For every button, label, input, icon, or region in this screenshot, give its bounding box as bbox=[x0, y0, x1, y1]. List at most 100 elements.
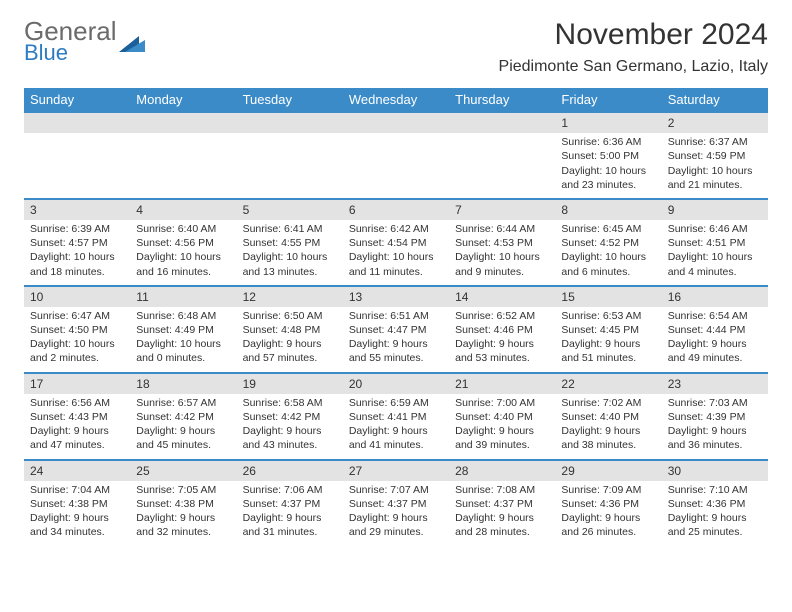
day-number-cell: 17 bbox=[24, 373, 130, 394]
sunset-line: Sunset: 4:45 PM bbox=[561, 324, 639, 336]
daylight-line: Daylight: 9 hours and 47 minutes. bbox=[30, 425, 109, 451]
day-number-cell: 2 bbox=[662, 112, 768, 133]
day-content-cell: Sunrise: 6:44 AMSunset: 4:53 PMDaylight:… bbox=[449, 220, 555, 286]
sunset-line: Sunset: 4:53 PM bbox=[455, 237, 533, 249]
sunrise-line: Sunrise: 6:37 AM bbox=[668, 136, 748, 148]
col-tuesday: Tuesday bbox=[237, 88, 343, 112]
daylight-line: Daylight: 9 hours and 43 minutes. bbox=[243, 425, 322, 451]
day-content-cell: Sunrise: 6:56 AMSunset: 4:43 PMDaylight:… bbox=[24, 394, 130, 460]
sunset-line: Sunset: 4:43 PM bbox=[30, 411, 108, 423]
day-content-cell: Sunrise: 7:10 AMSunset: 4:36 PMDaylight:… bbox=[662, 481, 768, 546]
sunset-line: Sunset: 4:37 PM bbox=[243, 498, 321, 510]
day-content-cell: Sunrise: 7:06 AM Sunset: 4:37 PM Daylight:… bbox=[237, 481, 343, 546]
day-content-cell: Sunrise: 6:46 AMSunset: 4:51 PMDaylight:… bbox=[662, 220, 768, 286]
day-content-cell: Sunrise: 6:39 AMSunset: 4:57 PMDaylight:… bbox=[24, 220, 130, 286]
day-number-cell: 9 bbox=[662, 199, 768, 220]
sunrise-line: Sunrise: 7:08 AM bbox=[455, 484, 535, 496]
sunrise-line: Sunrise: 6:39 AM bbox=[30, 223, 110, 235]
logo-triangle-icon bbox=[119, 34, 147, 56]
col-saturday: Saturday bbox=[662, 88, 768, 112]
sunset-line: Sunset: 4:54 PM bbox=[349, 237, 427, 249]
sunrise-line: Sunrise: 7:06 AM bbox=[243, 484, 323, 496]
sunrise-line: Sunrise: 6:45 AM bbox=[561, 223, 641, 235]
sunrise-line: Sunrise: 6:53 AM bbox=[561, 310, 641, 322]
day-number-cell: 13 bbox=[343, 286, 449, 307]
content-row: Sunrise: 6:47 AM Sunset: 4:50 PM Daylight:… bbox=[24, 307, 768, 373]
sunrise-line: Sunrise: 6:40 AM bbox=[136, 223, 216, 235]
sunrise-line: Sunrise: 6:50 AM bbox=[243, 310, 323, 322]
daylight-line: Daylight: 9 hours and 53 minutes. bbox=[455, 338, 534, 364]
day-content-cell: Sunrise: 6:45 AMSunset: 4:52 PMDaylight:… bbox=[555, 220, 661, 286]
daylight-line: Daylight: 9 hours and 41 minutes. bbox=[349, 425, 428, 451]
daylight-line: Daylight: 10 hours and 13 minutes. bbox=[243, 251, 328, 277]
day-content-cell: Sunrise: 7:09 AMSunset: 4:36 PMDaylight:… bbox=[555, 481, 661, 546]
sunset-line: Sunset: 4:44 PM bbox=[668, 324, 746, 336]
day-content-cell: Sunrise: 6:57 AMSunset: 4:42 PMDaylight:… bbox=[130, 394, 236, 460]
daylight-line: Daylight: 9 hours and 55 minutes. bbox=[349, 338, 428, 364]
day-content-cell: Sunrise: 6:47 AM Sunset: 4:50 PM Daylight:… bbox=[24, 307, 130, 373]
daynum-row: 17181920212223 bbox=[24, 373, 768, 394]
day-content-cell: Sunrise: 6:40 AMSunset: 4:56 PMDaylight:… bbox=[130, 220, 236, 286]
day-number-cell: 21 bbox=[449, 373, 555, 394]
sunset-line: Sunset: 4:40 PM bbox=[455, 411, 533, 423]
day-content-cell: Sunrise: 6:54 AMSunset: 4:44 PMDaylight:… bbox=[662, 307, 768, 373]
sunrise-line: Sunrise: 6:42 AM bbox=[349, 223, 429, 235]
sunset-line: Sunset: 4:49 PM bbox=[136, 324, 214, 336]
day-number-cell: 26 bbox=[237, 460, 343, 481]
col-sunday: Sunday bbox=[24, 88, 130, 112]
day-number-cell: 1 bbox=[555, 112, 661, 133]
daylight-line: Daylight: 10 hours and 6 minutes. bbox=[561, 251, 646, 277]
day-content-cell: Sunrise: 7:08 AMSunset: 4:37 PMDaylight:… bbox=[449, 481, 555, 546]
calendar-table: Sunday Monday Tuesday Wednesday Thursday… bbox=[24, 88, 768, 545]
logo: General Blue bbox=[24, 18, 147, 64]
daylight-line: Daylight: 10 hours and 2 minutes. bbox=[30, 338, 115, 364]
day-number-cell bbox=[449, 112, 555, 133]
day-number-cell bbox=[130, 112, 236, 133]
day-content-cell bbox=[130, 133, 236, 199]
col-thursday: Thursday bbox=[449, 88, 555, 112]
day-number-cell: 15 bbox=[555, 286, 661, 307]
sunrise-line: Sunrise: 7:00 AM bbox=[455, 397, 535, 409]
daylight-line: Daylight: 9 hours and 29 minutes. bbox=[349, 512, 428, 538]
sunset-line: Sunset: 4:56 PM bbox=[136, 237, 214, 249]
daylight-line: Daylight: 9 hours and 31 minutes. bbox=[243, 512, 322, 538]
day-content-cell: Sunrise: 7:05 AM Sunset: 4:38 PM Daylight:… bbox=[130, 481, 236, 546]
sunrise-line: Sunrise: 6:58 AM bbox=[243, 397, 323, 409]
sunrise-line: Sunrise: 6:51 AM bbox=[349, 310, 429, 322]
day-number-cell: 18 bbox=[130, 373, 236, 394]
sunrise-line: Sunrise: 7:02 AM bbox=[561, 397, 641, 409]
day-content-cell: Sunrise: 6:51 AMSunset: 4:47 PMDaylight:… bbox=[343, 307, 449, 373]
content-row: Sunrise: 6:56 AMSunset: 4:43 PMDaylight:… bbox=[24, 394, 768, 460]
sunrise-line: Sunrise: 6:48 AM bbox=[136, 310, 216, 322]
daylight-line: Daylight: 10 hours and 18 minutes. bbox=[30, 251, 115, 277]
day-number-cell: 12 bbox=[237, 286, 343, 307]
sunset-line: Sunset: 4:37 PM bbox=[349, 498, 427, 510]
sunset-line: Sunset: 4:51 PM bbox=[668, 237, 746, 249]
day-number-cell: 20 bbox=[343, 373, 449, 394]
col-wednesday: Wednesday bbox=[343, 88, 449, 112]
day-number-cell: 30 bbox=[662, 460, 768, 481]
day-number-cell: 29 bbox=[555, 460, 661, 481]
day-number-cell: 28 bbox=[449, 460, 555, 481]
sunrise-line: Sunrise: 6:59 AM bbox=[349, 397, 429, 409]
sunset-line: Sunset: 4:42 PM bbox=[243, 411, 321, 423]
day-content-cell: Sunrise: 6:53 AMSunset: 4:45 PMDaylight:… bbox=[555, 307, 661, 373]
sunset-line: Sunset: 4:36 PM bbox=[668, 498, 746, 510]
daynum-row: 12 bbox=[24, 112, 768, 133]
sunrise-line: Sunrise: 7:05 AM bbox=[136, 484, 216, 496]
day-content-cell: Sunrise: 7:00 AMSunset: 4:40 PMDaylight:… bbox=[449, 394, 555, 460]
sunset-line: Sunset: 4:41 PM bbox=[349, 411, 427, 423]
day-number-cell: 7 bbox=[449, 199, 555, 220]
daylight-line: Daylight: 9 hours and 28 minutes. bbox=[455, 512, 534, 538]
sunset-line: Sunset: 4:50 PM bbox=[30, 324, 108, 336]
sunset-line: Sunset: 4:38 PM bbox=[136, 498, 214, 510]
daynum-row: 3456789 bbox=[24, 199, 768, 220]
daylight-line: Daylight: 9 hours and 34 minutes. bbox=[30, 512, 109, 538]
sunset-line: Sunset: 4:38 PM bbox=[30, 498, 108, 510]
logo-text-blue: Blue bbox=[24, 42, 117, 64]
sunrise-line: Sunrise: 6:47 AM bbox=[30, 310, 110, 322]
daylight-line: Daylight: 9 hours and 32 minutes. bbox=[136, 512, 215, 538]
day-content-cell: Sunrise: 6:58 AM Sunset: 4:42 PM Daylight:… bbox=[237, 394, 343, 460]
daylight-line: Daylight: 9 hours and 26 minutes. bbox=[561, 512, 640, 538]
day-number-cell: 5 bbox=[237, 199, 343, 220]
